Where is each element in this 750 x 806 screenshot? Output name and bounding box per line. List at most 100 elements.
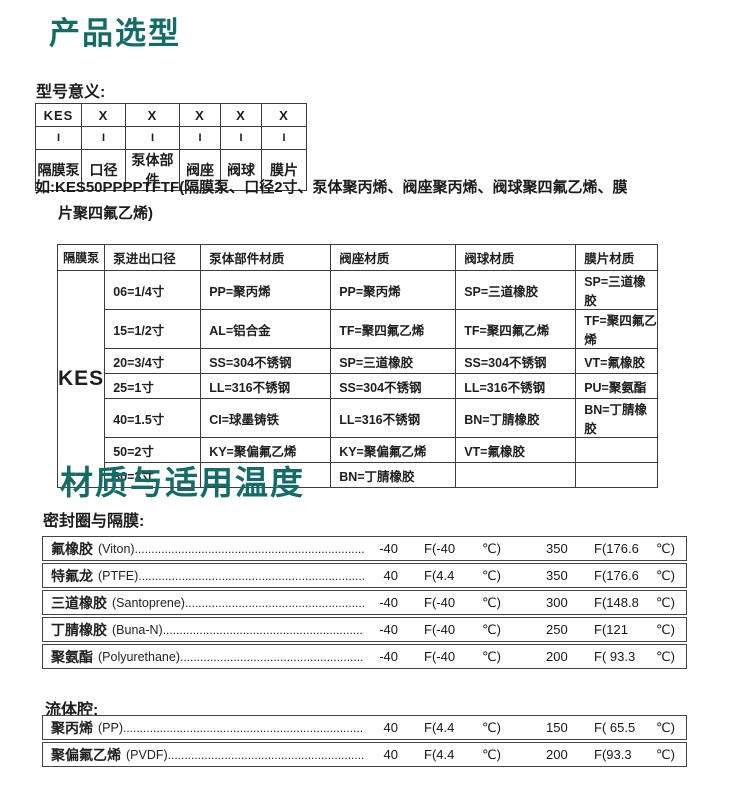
material-name-en: (Polyurethane) xyxy=(98,649,180,664)
temp-row: 特氟龙 (PTFE) 40 F(4.4 ℃) 350 F(176.6 ℃) xyxy=(42,563,687,588)
temp-row: 丁腈橡胶 (Buna-N) -40 F(-40 ℃) 250 F(121 ℃) xyxy=(42,617,687,642)
cell: X xyxy=(220,103,262,127)
dotted-leader xyxy=(163,623,364,637)
cell: LL=316不锈钢 xyxy=(200,373,332,399)
cell: I xyxy=(125,126,180,150)
temp-value: F(4.4 xyxy=(424,747,455,762)
table-row: 50=2寸 KY=聚偏氟乙烯 KY=聚偏氟乙烯 VT=氟橡胶 xyxy=(58,437,659,463)
model-meaning-label: 型号意义: xyxy=(36,84,106,101)
model-pipe-row: I I I I I I xyxy=(35,126,307,150)
temp-value: ℃) xyxy=(656,746,675,762)
temp-value: ℃) xyxy=(656,621,675,637)
cell: 15=1/2寸 xyxy=(104,309,202,349)
seals-label: 密封圈与隔膜: xyxy=(43,513,145,530)
model-code-row: KES X X X X X xyxy=(35,103,307,127)
dotted-leader xyxy=(138,569,364,583)
dotted-leader xyxy=(180,650,364,664)
header-cell: 阀座材质 xyxy=(330,244,457,271)
header-cell: 膜片材质 xyxy=(575,244,659,271)
temp-value: F(148.8 xyxy=(594,595,639,610)
temp-value: 40 xyxy=(383,568,398,583)
page-title: 产品选型 xyxy=(49,16,181,51)
temp-value: ℃) xyxy=(656,648,675,664)
fluid-temperature-table: 聚丙烯 (PP) 40 F(4.4 ℃) 150 F( 65.5 ℃) 聚偏氟乙… xyxy=(42,715,687,767)
cell: TF=聚四氟乙烯 xyxy=(330,309,457,349)
cell: LL=316不锈钢 xyxy=(455,373,577,399)
material-name: 聚氨酯 xyxy=(51,648,93,665)
cell: 50=2寸 xyxy=(104,437,202,463)
temp-row: 聚丙烯 (PP) 40 F(4.4 ℃) 150 F( 65.5 ℃) xyxy=(42,715,687,740)
cell: 40=1.5寸 xyxy=(104,398,202,438)
dotted-leader xyxy=(168,748,364,762)
dotted-leader xyxy=(135,542,364,556)
corner-cell: 隔膜泵 xyxy=(56,244,106,271)
cell: PU=聚氨酯 xyxy=(575,373,659,399)
temp-value: F(-40 xyxy=(424,595,456,610)
materials-section-title: 材质与适用温度 xyxy=(60,464,305,501)
cell: I xyxy=(35,126,82,150)
material-name-en: (Santoprene) xyxy=(112,595,185,610)
temp-value: -40 xyxy=(379,541,398,556)
cell xyxy=(455,462,577,488)
temp-value: 200 xyxy=(546,747,568,762)
temp-value: ℃) xyxy=(656,567,675,583)
header-cell: 阀球材质 xyxy=(455,244,577,271)
temp-value: ℃) xyxy=(482,567,501,583)
temp-value: 350 xyxy=(546,568,568,583)
temp-value: 200 xyxy=(546,649,568,664)
cell: SS=304不锈钢 xyxy=(455,348,577,374)
temp-value: F(93.3 xyxy=(594,747,632,762)
temp-value: F(-40 xyxy=(424,622,456,637)
table-row: 80=3寸 BN=丁腈橡胶 xyxy=(58,462,659,488)
cell: PP=聚丙烯 xyxy=(330,270,457,310)
cell: SS=304不锈钢 xyxy=(330,373,457,399)
material-name: 氟橡胶 xyxy=(51,540,93,557)
temp-value: ℃) xyxy=(482,746,501,762)
cell: VT=氟橡胶 xyxy=(455,437,577,463)
example-line-2: 片聚四氟乙烯) xyxy=(58,205,153,222)
material-name: 三道橡胶 xyxy=(51,594,107,611)
cell: LL=316不锈钢 xyxy=(330,398,457,438)
material-name-en: (PTFE) xyxy=(98,568,139,583)
selection-header-row: 隔膜泵 泵进出口径 泵体部件材质 阀座材质 阀球材质 膜片材质 xyxy=(56,244,659,271)
material-name-en: (PP) xyxy=(98,720,123,735)
cell: I xyxy=(261,126,307,150)
cell: TF=聚四氟乙烯 xyxy=(455,309,577,349)
fluid-chamber-label: 流体腔: xyxy=(45,702,99,719)
cell: X xyxy=(179,103,221,127)
header-cell: 泵进出口径 xyxy=(104,244,202,271)
cell: 80=3寸 xyxy=(104,462,202,488)
model-code-table: KES X X X X X I I I I I I 隔膜泵 口径 泵体部件 阀座… xyxy=(35,103,307,191)
temp-value: F(4.4 xyxy=(424,568,455,583)
cell: SS=304不锈钢 xyxy=(200,348,332,374)
cell: TF=聚四氟乙烯 xyxy=(575,309,659,349)
cell: 06=1/4寸 xyxy=(104,270,202,310)
cell: PP=聚丙烯 xyxy=(200,270,332,310)
material-name: 聚丙烯 xyxy=(51,719,93,736)
material-name: 丁腈橡胶 xyxy=(51,621,107,638)
cell: BN=丁腈橡胶 xyxy=(330,462,457,488)
cell: KY=聚偏氟乙烯 xyxy=(330,437,457,463)
cell: BN=丁腈橡胶 xyxy=(455,398,577,438)
model-name-row: 隔膜泵 口径 泵体部件 阀座 阀球 膜片 xyxy=(35,149,307,191)
material-name-en: (Viton) xyxy=(98,541,135,556)
cell xyxy=(575,462,659,488)
temp-row: 三道橡胶 (Santoprene) -40 F(-40 ℃) 300 F(148… xyxy=(42,590,687,615)
example-line-1: 如:KES50PPPPTFTF(隔膜泵、口径2寸、泵体聚丙烯、阀座聚丙烯、阀球聚… xyxy=(35,179,628,196)
cell: SP=三道橡胶 xyxy=(455,270,577,310)
temp-value: ℃) xyxy=(482,594,501,610)
temp-value: 40 xyxy=(383,720,398,735)
cell: I xyxy=(179,126,221,150)
cell: 阀座 xyxy=(179,149,221,191)
table-row: 20=3/4寸 SS=304不锈钢 SP=三道橡胶 SS=304不锈钢 VT=氟… xyxy=(58,348,659,374)
temp-value: ℃) xyxy=(656,540,675,556)
cell: 泵体部件 xyxy=(125,149,180,191)
temp-value: F( 93.3 xyxy=(594,649,636,664)
temp-value: 150 xyxy=(546,720,568,735)
cell: X xyxy=(261,103,307,127)
temp-value: -40 xyxy=(379,622,398,637)
temp-row: 聚偏氟乙烯 (PVDF) 40 F(4.4 ℃) 200 F(93.3 ℃) xyxy=(42,742,687,767)
temp-value: F(176.6 xyxy=(594,568,639,583)
cell xyxy=(200,462,332,488)
temp-value: ℃) xyxy=(482,648,501,664)
